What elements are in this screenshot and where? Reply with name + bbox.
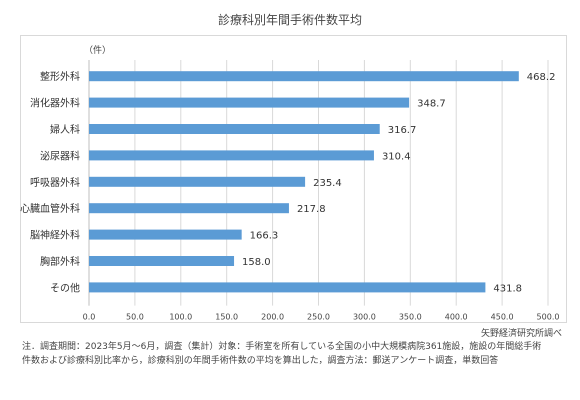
chart-title: 診療科別年間手術件数平均 — [217, 13, 362, 27]
x-tick-label: 450.0 — [491, 313, 514, 322]
bar — [89, 124, 380, 134]
value-label: 468.2 — [527, 72, 556, 83]
footnote: 注．調査期間：2023年5月～6月，調査（集計）対象：手術室を所有している全国の… — [22, 340, 562, 368]
category-label: その他 — [50, 281, 80, 294]
label-layer: 0.0 50.0 100.0 150.0 200.0 250.0 300.0 350.0 400… — [20, 70, 559, 321]
category-label: 胸部外科 — [40, 255, 80, 268]
value-label: 166.3 — [250, 231, 279, 242]
x-tick-label: 50.0 — [126, 313, 144, 322]
value-label: 158.0 — [242, 257, 271, 268]
value-label: 235.4 — [313, 178, 342, 189]
x-tick-label: 300.0 — [353, 313, 376, 322]
bar — [89, 282, 486, 293]
bar — [89, 229, 242, 240]
bar — [89, 150, 374, 161]
x-tick-label: 100.0 — [169, 313, 192, 322]
value-label: 217.8 — [297, 204, 326, 215]
category-label: 整形外科 — [40, 70, 80, 83]
value-label: 348.7 — [417, 99, 446, 110]
bar — [89, 203, 289, 214]
unit-label: （件） — [84, 44, 111, 56]
value-label: 310.4 — [382, 151, 411, 162]
bar — [89, 176, 306, 187]
category-label: 心臓血管外科 — [20, 202, 80, 215]
category-label: 脳神経外科 — [30, 229, 80, 242]
bar-layer — [89, 71, 519, 293]
category-label: 婦人科 — [50, 123, 80, 136]
x-tick-label: 400.0 — [445, 313, 468, 322]
x-tick-label: 200.0 — [261, 313, 284, 322]
chart-frame — [20, 35, 567, 323]
bar — [89, 71, 519, 82]
category-label: 呼吸器外科 — [30, 176, 80, 189]
category-label: 消化器外科 — [30, 97, 80, 110]
source-credit: 矢野経済研究所調べ — [480, 329, 562, 339]
bar — [89, 97, 410, 108]
x-tick-label: 350.0 — [399, 313, 422, 322]
value-label: 316.7 — [388, 125, 417, 136]
footnote-line-1: 注．調査期間：2023年5月～6月，調査（集計）対象：手術室を所有している全国の… — [22, 342, 542, 352]
x-tick-label: 0.0 — [83, 313, 96, 322]
x-tick-label: 250.0 — [307, 313, 330, 322]
bar-chart: 0.0 50.0 100.0 150.0 200.0 250.0 300.0 350.0 400… — [20, 44, 559, 322]
bar — [89, 256, 235, 266]
value-label: 431.8 — [493, 283, 522, 294]
category-label: 泌尿器科 — [40, 149, 80, 162]
x-tick-label: 500.0 — [537, 313, 560, 322]
footnote-line-2: 件数および診療科別比率から，診療科別の年間手術件数の平均を算出した，調査方法：郵… — [22, 356, 499, 366]
x-tick-label: 150.0 — [215, 313, 238, 322]
